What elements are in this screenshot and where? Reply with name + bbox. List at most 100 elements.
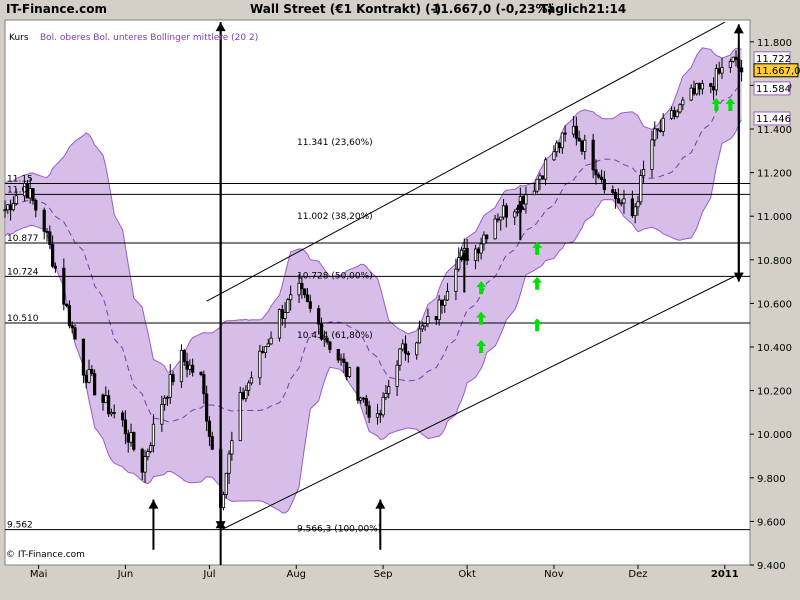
y-tick-label: 10.800 [757, 256, 792, 267]
candle-body [728, 60, 732, 68]
candle-body [104, 395, 108, 403]
candle-body [364, 397, 368, 407]
candle-body [261, 350, 265, 354]
candle-body [227, 453, 231, 474]
candle-body [249, 377, 254, 384]
candle-body [322, 337, 326, 340]
bollinger-upper-line [4, 47, 742, 373]
up-arrow-head [148, 499, 159, 509]
candle-body [543, 159, 548, 180]
x-tick-label: Nov [544, 569, 564, 580]
candle-body [611, 189, 615, 193]
y-tick-label: 10.600 [757, 299, 792, 310]
candle-body [697, 83, 702, 90]
candle-body [622, 198, 626, 204]
bollinger-lower-line [4, 119, 743, 514]
green-arrow-icon [476, 340, 487, 353]
candle-body [650, 139, 654, 170]
site-name: IT-Finance.com [6, 2, 107, 16]
arrows-layer [148, 22, 744, 565]
y-tick-label: 11.200 [757, 169, 792, 180]
candle-body [613, 192, 618, 200]
candle-body [207, 420, 212, 437]
candle-body [308, 301, 312, 309]
candle-body [241, 392, 245, 400]
candle-body [179, 349, 184, 383]
candle-body [661, 117, 665, 132]
candle-body [53, 265, 58, 269]
level-label: 11.15 [7, 175, 33, 185]
candle-body [734, 56, 738, 60]
green-arrow-icon [476, 281, 487, 295]
candle-body [336, 349, 340, 361]
level-label: 10.510 [7, 314, 39, 324]
candle-body [305, 294, 310, 303]
candle-body [280, 309, 284, 319]
up-arrow-head [515, 200, 526, 210]
candle-body [709, 83, 713, 87]
candle-body [731, 56, 735, 62]
candle-body [560, 132, 564, 149]
candle-body [230, 440, 234, 455]
candle-body [123, 419, 128, 435]
time-label: 21:14 [588, 2, 626, 16]
y-tick-label: 10.200 [757, 387, 792, 398]
candle-body [384, 393, 388, 398]
candle-body [597, 174, 601, 178]
candle-body [496, 218, 500, 221]
candle-body [616, 198, 620, 204]
candle-body [221, 494, 226, 509]
candle-body [182, 349, 186, 362]
up-arrow-head [375, 499, 386, 509]
candle-body [378, 413, 382, 416]
candle-body [73, 327, 77, 340]
level-label: 10.877 [7, 234, 39, 244]
price-badge [753, 81, 791, 96]
candle-body [140, 448, 144, 473]
candle-body [434, 315, 438, 321]
candle-body [669, 110, 674, 119]
y-tick-label: 10.400 [757, 343, 792, 354]
candle-body [31, 188, 35, 201]
fib-label: 11.002 (38,20%) [297, 212, 373, 222]
candle-body [437, 299, 441, 321]
candle-body [639, 175, 643, 203]
candle-body [535, 178, 539, 192]
y-tick-label: 9.600 [757, 517, 786, 528]
green-arrow-icon [476, 311, 487, 325]
candle-body [297, 282, 301, 296]
candle-body [653, 128, 657, 141]
candle-body [711, 86, 716, 91]
y-tick-label: 11.400 [757, 125, 792, 136]
candle-body [289, 294, 293, 301]
candle-body [387, 386, 391, 394]
candle-body [163, 397, 167, 405]
candle-body [406, 352, 410, 356]
candle-body [319, 323, 324, 340]
candle-body [532, 190, 536, 196]
price-badge-label: 11.446 [756, 114, 791, 125]
candle-body [482, 234, 486, 245]
candle-body [317, 308, 321, 325]
candle-body [62, 267, 66, 305]
green-arrow-icon [725, 98, 736, 112]
candle-body [199, 371, 203, 376]
candle-body [325, 337, 329, 343]
candle-body [160, 404, 164, 425]
candle-body [339, 358, 343, 361]
up-arrow-head [215, 519, 226, 529]
candle-body [619, 202, 623, 205]
candle-body [454, 268, 458, 292]
candle-body [67, 305, 72, 327]
candle-body [244, 389, 248, 400]
x-tick-label: 2011 [711, 569, 739, 580]
candle-body [87, 369, 91, 383]
y-tick-label: 11.800 [757, 38, 792, 49]
candle-body [93, 373, 97, 396]
candle-body [345, 362, 349, 377]
trend-line [220, 272, 742, 531]
x-tick-label: Sep [374, 569, 393, 580]
candle-body [3, 209, 7, 212]
fib-label: 10.728 (50,00%) [297, 271, 373, 281]
